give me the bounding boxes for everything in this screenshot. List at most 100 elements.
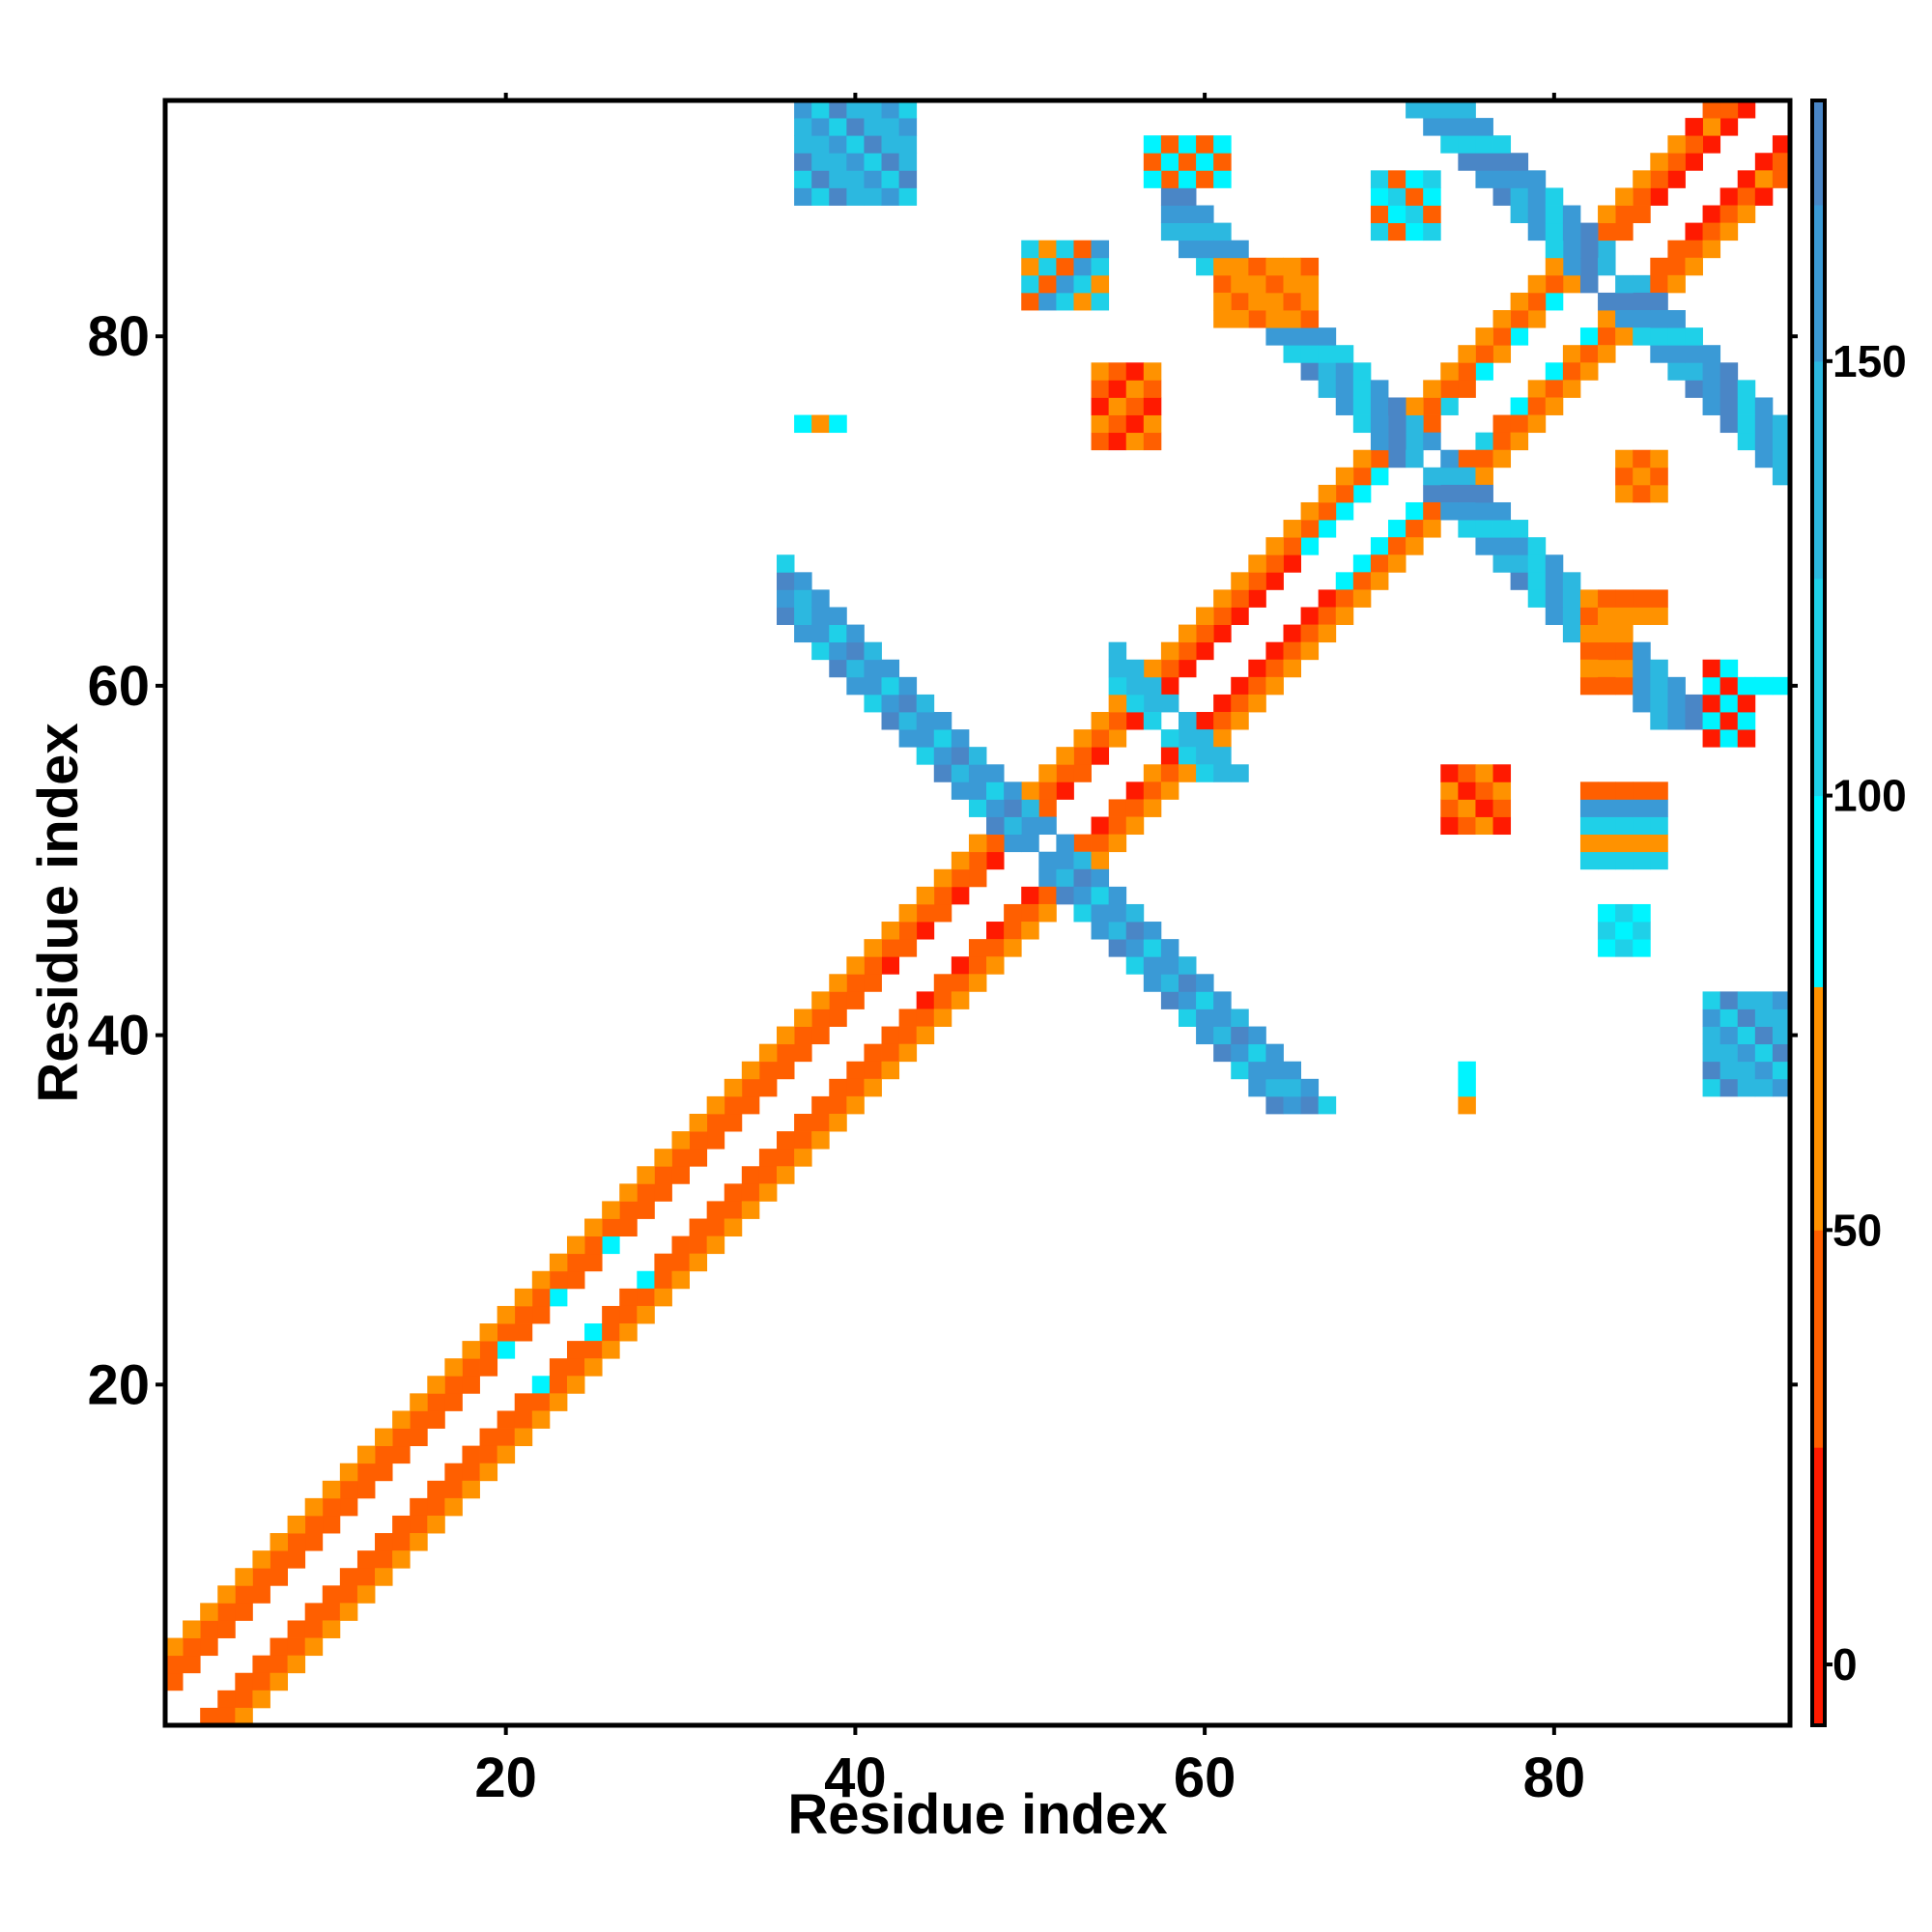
x-tick-label: 60 [1174,1747,1236,1809]
heatmap-cell [1231,257,1249,276]
heatmap-cell [1562,607,1581,625]
heatmap-cell [1388,414,1406,434]
heatmap-cell [1440,501,1459,521]
heatmap-cell [1265,641,1284,661]
heatmap-cell [898,118,918,136]
heatmap-cell [898,694,918,713]
heatmap-cell [1160,747,1179,765]
heatmap-cell [1265,1043,1284,1063]
heatmap-cell [1702,1061,1721,1080]
heatmap-cell [1143,922,1162,940]
heatmap-cell [339,1480,358,1499]
heatmap-cell [1702,397,1721,415]
heatmap-cell [356,1480,376,1499]
heatmap-cell [339,1585,358,1604]
heatmap-cell [794,1131,812,1150]
heatmap-cell [1335,397,1354,415]
heatmap-cell [1004,799,1022,817]
heatmap-cell [1056,868,1074,888]
heatmap-cell [637,1288,655,1307]
heatmap-cell [1475,799,1493,817]
heatmap-cell [356,1445,376,1464]
heatmap-cell [1650,187,1668,206]
heatmap-cell [1510,414,1529,434]
heatmap-cell [1196,170,1214,188]
heatmap-cell [1510,554,1529,573]
heatmap-cell [1440,118,1459,136]
heatmap-cell [1091,834,1110,853]
heatmap-cell [1458,781,1476,800]
heatmap-cell [1300,501,1320,521]
x-axis-title: Residue index [787,1783,1167,1846]
heatmap-cell [1615,799,1634,817]
heatmap-cell [864,939,882,957]
heatmap-cell [1283,554,1301,573]
heatmap-cell [898,1043,918,1063]
heatmap-cell [566,1236,585,1255]
heatmap-cell [1650,589,1668,608]
heatmap-cell [1492,432,1512,451]
heatmap-cell [1650,449,1668,469]
heatmap-cell [235,1672,253,1691]
heatmap-cell [1231,1043,1249,1063]
heatmap-cell [1370,380,1389,398]
heatmap-cell [1248,292,1266,311]
heatmap-cell [1440,467,1459,486]
heatmap-cell [1178,712,1197,730]
heatmap-cell [252,1672,270,1691]
heatmap-cell [898,676,918,696]
heatmap-cell [1667,274,1686,294]
heatmap-cell [1685,345,1703,363]
heatmap-cell [1579,327,1599,346]
heatmap-cell [1073,240,1092,259]
heatmap-cell [1650,310,1668,328]
heatmap-cell [811,607,830,625]
heatmap-cell [1702,362,1721,381]
heatmap-cell [1440,362,1459,381]
heatmap-cell [1754,1009,1774,1027]
heatmap-cell [758,1166,778,1184]
heatmap-cell [427,1515,445,1534]
heatmap-cell [1492,414,1512,434]
heatmap-cell [706,1131,725,1150]
heatmap-cell [1248,676,1266,696]
heatmap-cell [1492,816,1512,836]
heatmap-cell [1143,135,1162,154]
heatmap-cell [1178,991,1197,1009]
heatmap-cell [933,903,952,923]
heatmap-cell [1737,991,1756,1009]
heatmap-cell [1196,764,1214,782]
heatmap-cell [1178,205,1197,224]
heatmap-cell [1143,799,1162,817]
heatmap-cell [287,1655,306,1674]
heatmap-cell [1283,624,1301,643]
heatmap-cell [1231,1009,1249,1027]
heatmap-cell [1527,397,1547,415]
heatmap-cell [951,868,970,888]
heatmap-cell [1719,362,1739,381]
heatmap-cell [1265,659,1284,678]
heatmap-cell [794,100,812,119]
heatmap-cell [1754,397,1774,415]
heatmap-cell [1598,345,1616,363]
heatmap-cell [1737,1043,1756,1063]
y-axis-title: Residue index [27,723,90,1102]
heatmap-cell [846,1078,865,1097]
heatmap-cell [1178,641,1197,661]
heatmap-cell [1021,781,1039,800]
heatmap-cell [829,135,847,154]
heatmap-cell [1458,362,1476,381]
heatmap-cell [1598,659,1616,678]
heatmap-cell [1021,834,1039,853]
heatmap-cell [1021,886,1039,905]
heatmap-cell [1091,886,1110,905]
heatmap-cell [1318,362,1337,381]
heatmap-cell [1038,240,1057,259]
heatmap-cell [1650,694,1668,713]
heatmap-cell [864,187,882,206]
heatmap-cell [829,1113,847,1132]
heatmap-cell [427,1376,445,1394]
heatmap-cell [1318,380,1337,398]
heatmap-cell [777,1131,795,1150]
heatmap-cell [1108,362,1127,381]
